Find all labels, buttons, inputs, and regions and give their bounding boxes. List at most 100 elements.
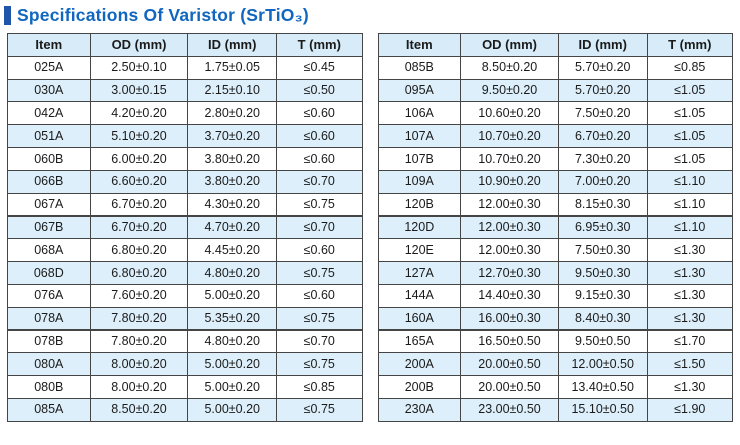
t-cell: ≤0.45 <box>276 55 363 80</box>
od-cell: 10.70±0.20 <box>460 124 559 148</box>
od-cell: 6.80±0.20 <box>89 238 189 262</box>
id-cell: 7.50±0.20 <box>557 101 648 126</box>
datasheet-page: Specifications Of Varistor (SrTiO₃) Item… <box>0 5 740 422</box>
t-cell: ≤1.05 <box>646 124 734 148</box>
table-row: 076A 7.60±0.20 5.00±0.20 ≤0.60 <box>7 283 363 308</box>
id-cell: 2.80±0.20 <box>187 101 278 126</box>
table-row: 127A 12.70±0.30 9.50±0.30 ≤1.30 <box>377 260 734 285</box>
item-cell: 106A <box>377 101 462 126</box>
table-row: 165A 16.50±0.50 9.50±0.50 ≤1.70 <box>377 328 734 354</box>
od-cell: 6.00±0.20 <box>89 146 189 171</box>
table-row: 085B 8.50±0.20 5.70±0.20 ≤0.85 <box>377 55 734 80</box>
table-row: 051A 5.10±0.20 3.70±0.20 ≤0.60 <box>7 124 363 148</box>
od-cell: 12.70±0.30 <box>460 260 559 285</box>
id-cell: 5.70±0.20 <box>557 55 648 80</box>
col-header-item: Item <box>377 33 462 57</box>
od-cell: 23.00±0.50 <box>460 397 559 422</box>
id-cell: 6.95±0.30 <box>557 214 648 240</box>
table-row: 030A 3.00±0.15 2.15±0.10 ≤0.50 <box>7 78 363 103</box>
table-row: 106A 10.60±0.20 7.50±0.20 ≤1.05 <box>377 101 734 126</box>
od-cell: 8.50±0.20 <box>460 55 559 80</box>
item-cell: 068A <box>7 238 91 262</box>
item-cell: 160A <box>377 306 462 331</box>
item-cell: 120E <box>377 238 462 262</box>
id-cell: 4.45±0.20 <box>187 238 278 262</box>
id-cell: 5.70±0.20 <box>557 78 648 103</box>
item-cell: 060B <box>7 146 91 171</box>
table-row: 068D 6.80±0.20 4.80±0.20 ≤0.75 <box>7 260 363 285</box>
od-cell: 7.80±0.20 <box>89 306 189 331</box>
item-cell: 080A <box>7 352 91 376</box>
od-cell: 10.90±0.20 <box>460 169 559 194</box>
id-cell: 5.35±0.20 <box>187 306 278 331</box>
t-cell: ≤0.60 <box>276 124 363 148</box>
t-cell: ≤1.05 <box>646 78 734 103</box>
table-row: 095A 9.50±0.20 5.70±0.20 ≤1.05 <box>377 78 734 103</box>
spec-tables-container: Item OD (mm) ID (mm) T (mm) 025A 2.50±0.1… <box>0 33 740 422</box>
id-cell: 7.30±0.20 <box>557 146 648 171</box>
t-cell: ≤0.85 <box>646 55 734 80</box>
table-row: 080A 8.00±0.20 5.00±0.20 ≤0.75 <box>7 352 363 376</box>
od-cell: 10.70±0.20 <box>460 146 559 171</box>
spec-table-left: Item OD (mm) ID (mm) T (mm) 025A 2.50±0.1… <box>7 33 363 422</box>
od-cell: 2.50±0.10 <box>89 55 189 80</box>
id-cell: 7.00±0.20 <box>557 169 648 194</box>
t-cell: ≤1.30 <box>646 283 734 308</box>
item-cell: 068D <box>7 260 91 285</box>
t-cell: ≤1.70 <box>646 328 734 354</box>
t-cell: ≤1.30 <box>646 238 734 262</box>
col-header-t: T (mm) <box>646 33 734 57</box>
table-row: 068A 6.80±0.20 4.45±0.20 ≤0.60 <box>7 238 363 262</box>
od-cell: 3.00±0.15 <box>89 78 189 103</box>
table-row: 144A 14.40±0.30 9.15±0.30 ≤1.30 <box>377 283 734 308</box>
id-cell: 15.10±0.50 <box>557 397 648 422</box>
item-cell: 078B <box>7 328 91 354</box>
table-row: 067B 6.70±0.20 4.70±0.20 ≤0.70 <box>7 214 363 240</box>
table-row: 107A 10.70±0.20 6.70±0.20 ≤1.05 <box>377 124 734 148</box>
id-cell: 2.15±0.10 <box>187 78 278 103</box>
item-cell: 109A <box>377 169 462 194</box>
t-cell: ≤1.10 <box>646 169 734 194</box>
id-cell: 3.80±0.20 <box>187 169 278 194</box>
table-row: 066B 6.60±0.20 3.80±0.20 ≤0.70 <box>7 169 363 194</box>
item-cell: 067A <box>7 192 91 217</box>
od-cell: 9.50±0.20 <box>460 78 559 103</box>
id-cell: 8.40±0.30 <box>557 306 648 331</box>
t-cell: ≤0.60 <box>276 238 363 262</box>
table-row: 085A 8.50±0.20 5.00±0.20 ≤0.75 <box>7 397 363 422</box>
table-row: 120E 12.00±0.30 7.50±0.30 ≤1.30 <box>377 238 734 262</box>
item-cell: 095A <box>377 78 462 103</box>
col-header-id: ID (mm) <box>187 33 278 57</box>
od-cell: 4.20±0.20 <box>89 101 189 126</box>
item-cell: 051A <box>7 124 91 148</box>
col-header-od: OD (mm) <box>460 33 559 57</box>
od-cell: 5.10±0.20 <box>89 124 189 148</box>
id-cell: 9.15±0.30 <box>557 283 648 308</box>
id-cell: 12.00±0.50 <box>557 352 648 376</box>
id-cell: 6.70±0.20 <box>557 124 648 148</box>
item-cell: 127A <box>377 260 462 285</box>
t-cell: ≤1.10 <box>646 214 734 240</box>
item-cell: 144A <box>377 283 462 308</box>
item-cell: 042A <box>7 101 91 126</box>
table-row: 230A 23.00±0.50 15.10±0.50 ≤1.90 <box>377 397 734 422</box>
t-cell: ≤0.75 <box>276 397 363 422</box>
header-row: Item OD (mm) ID (mm) T (mm) <box>7 33 363 57</box>
t-cell: ≤0.60 <box>276 101 363 126</box>
item-cell: 107A <box>377 124 462 148</box>
id-cell: 5.00±0.20 <box>187 397 278 422</box>
id-cell: 4.70±0.20 <box>187 214 278 240</box>
item-cell: 076A <box>7 283 91 308</box>
id-cell: 5.00±0.20 <box>187 374 278 399</box>
table-row: 109A 10.90±0.20 7.00±0.20 ≤1.10 <box>377 169 734 194</box>
table-row: 025A 2.50±0.10 1.75±0.05 ≤0.45 <box>7 55 363 80</box>
t-cell: ≤1.05 <box>646 101 734 126</box>
item-cell: 030A <box>7 78 91 103</box>
col-header-od: OD (mm) <box>89 33 189 57</box>
t-cell: ≤0.75 <box>276 352 363 376</box>
col-header-t: T (mm) <box>276 33 363 57</box>
od-cell: 7.60±0.20 <box>89 283 189 308</box>
item-cell: 067B <box>7 214 91 240</box>
title-accent-bar <box>4 5 11 25</box>
t-cell: ≤1.05 <box>646 146 734 171</box>
